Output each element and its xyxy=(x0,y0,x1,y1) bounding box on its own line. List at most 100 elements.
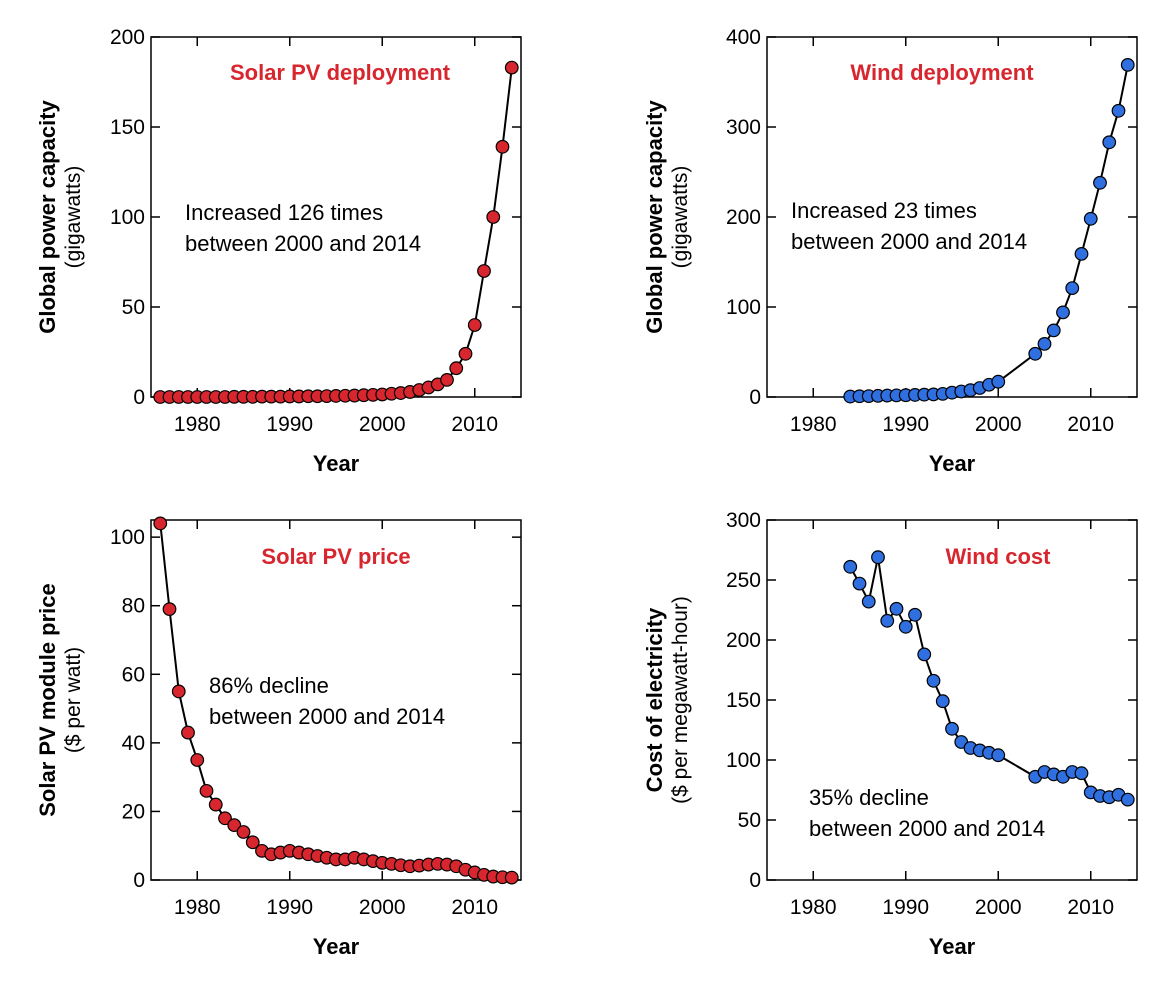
data-point xyxy=(1046,323,1061,338)
y-axis-subtitle: (gigawatts) xyxy=(62,166,85,269)
data-point xyxy=(449,361,464,376)
data-point xyxy=(218,811,232,826)
y-tick-label: 200 xyxy=(110,26,145,49)
chart-annotation-line: between 2000 and 2014 xyxy=(809,816,1045,841)
chart-annotation-line: between 2000 and 2014 xyxy=(209,704,445,729)
x-tick-label: 1980 xyxy=(790,896,837,919)
y-tick-label: 50 xyxy=(122,296,145,319)
data-point xyxy=(1056,305,1070,320)
x-tick-label: 1990 xyxy=(266,896,313,919)
x-tick-label: 2010 xyxy=(451,896,498,919)
x-tick-label: 2000 xyxy=(975,413,1022,436)
data-point xyxy=(908,607,922,622)
y-tick-label: 60 xyxy=(122,663,145,686)
y-tick-label: 0 xyxy=(749,869,761,892)
x-tick-label: 2000 xyxy=(359,896,406,919)
y-axis-title: Global power capacity xyxy=(642,99,667,333)
data-point xyxy=(945,721,959,736)
data-point xyxy=(991,374,1006,389)
data-point xyxy=(1120,58,1135,72)
data-point xyxy=(199,783,214,798)
data-point xyxy=(1037,337,1052,351)
data-point xyxy=(852,576,867,591)
y-axis-subtitle: (gigawatts) xyxy=(669,166,692,269)
data-point xyxy=(889,601,904,616)
data-point xyxy=(917,647,932,662)
data-point xyxy=(1028,346,1043,361)
x-tick-label: 1980 xyxy=(790,413,837,436)
y-tick-label: 200 xyxy=(726,206,761,229)
chart-panel-wind-deployment: 0 100 200 300 400 1980 1990 2000 2010 Year Global … xyxy=(642,26,1138,476)
data-point xyxy=(495,139,510,154)
y-axis-subtitle: ($ per watt) xyxy=(62,647,85,753)
data-point xyxy=(991,748,1006,763)
data-point xyxy=(153,516,168,531)
series-line xyxy=(159,523,512,879)
y-tick-label: 100 xyxy=(726,749,761,772)
x-tick-label: 1980 xyxy=(174,896,221,919)
y-tick-label: 250 xyxy=(726,569,761,592)
chart-annotation-line: Increased 126 times xyxy=(185,200,383,225)
x-tick-label: 1990 xyxy=(266,413,313,436)
y-tick-label: 50 xyxy=(738,809,761,832)
data-point xyxy=(1120,792,1135,807)
y-tick-label: 0 xyxy=(749,386,761,409)
y-tick-label: 100 xyxy=(726,296,761,319)
data-point xyxy=(171,684,186,699)
x-tick-label: 1990 xyxy=(882,896,929,919)
data-point xyxy=(245,835,260,850)
y-tick-label: 300 xyxy=(726,116,761,139)
x-tick-label: 1990 xyxy=(882,413,929,436)
x-axis-title: Year xyxy=(929,934,976,959)
y-axis-subtitle: ($ per megawatt-hour) xyxy=(669,596,692,804)
data-point xyxy=(871,550,885,565)
chart-panel-solar-price: 0 20 40 60 80 100 1980 1990 2000 2010 Year Solar PV… xyxy=(35,516,522,959)
data-point xyxy=(440,373,454,387)
chart-title: Wind deployment xyxy=(850,60,1034,85)
y-tick-label: 150 xyxy=(726,689,761,712)
x-axis-title: Year xyxy=(929,451,976,476)
data-point xyxy=(1074,246,1089,261)
plot-frame xyxy=(150,519,522,881)
data-point xyxy=(935,694,950,709)
data-point xyxy=(1065,281,1080,296)
y-axis-title: Global power capacity xyxy=(35,99,60,333)
y-tick-label: 40 xyxy=(122,732,145,755)
x-tick-label: 1980 xyxy=(174,413,221,436)
chart-annotation-line: 86% decline xyxy=(209,673,329,698)
chart-annotation-line: between 2000 and 2014 xyxy=(791,229,1027,254)
data-point xyxy=(1074,766,1089,781)
x-tick-label: 2000 xyxy=(359,413,406,436)
y-tick-label: 20 xyxy=(122,800,145,823)
x-axis-title: Year xyxy=(313,451,360,476)
y-tick-label: 80 xyxy=(122,595,145,618)
chart-title: Wind cost xyxy=(946,544,1052,569)
data-point xyxy=(843,559,858,574)
data-point xyxy=(467,318,482,332)
data-point xyxy=(477,264,491,278)
data-point xyxy=(486,210,501,224)
data-point xyxy=(504,60,519,75)
data-point xyxy=(1102,135,1117,150)
data-point xyxy=(227,818,242,833)
x-tick-label: 2010 xyxy=(1067,896,1114,919)
series-line xyxy=(849,556,1129,801)
data-point xyxy=(1093,175,1107,190)
chart-annotation-line: 35% decline xyxy=(809,785,929,810)
x-axis-title: Year xyxy=(313,934,360,959)
data-point xyxy=(162,602,177,617)
data-point xyxy=(181,725,195,740)
chart-annotation-line: between 2000 and 2014 xyxy=(185,231,421,256)
chart-title: Solar PV deployment xyxy=(230,60,451,85)
y-axis-title: Solar PV module price xyxy=(35,583,60,817)
data-point xyxy=(504,870,519,885)
x-tick-label: 2000 xyxy=(975,896,1022,919)
y-tick-label: 0 xyxy=(133,869,145,892)
y-tick-label: 150 xyxy=(110,116,145,139)
x-tick-label: 2010 xyxy=(451,413,498,436)
y-tick-label: 100 xyxy=(110,526,145,549)
chart-panel-wind-cost: 0 50 100 150 200 250 300 1980 1990 2000 2010 Year Co… xyxy=(642,509,1138,959)
x-tick-label: 2010 xyxy=(1067,413,1114,436)
chart-annotation-line: Increased 23 times xyxy=(791,198,977,223)
